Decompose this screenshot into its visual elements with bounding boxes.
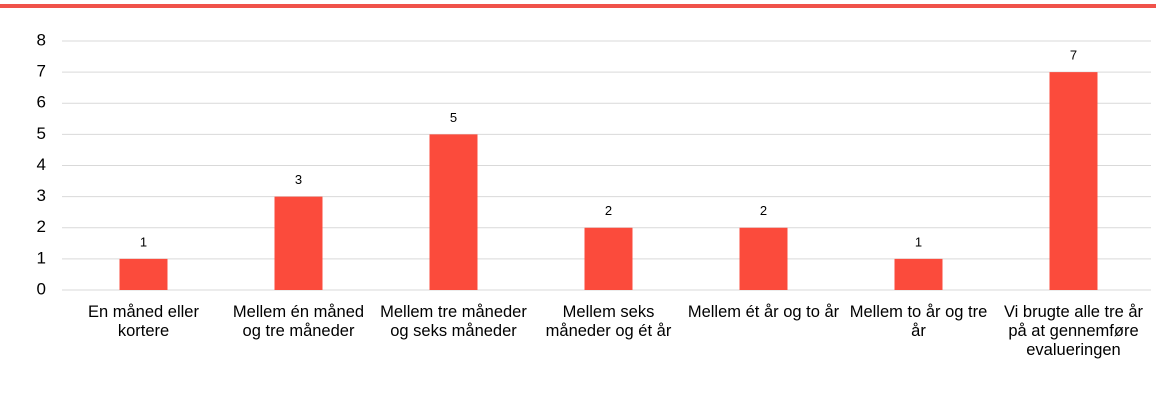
- bar: [274, 196, 323, 290]
- y-tick-label: 2: [37, 217, 46, 236]
- data-label: 1: [140, 234, 147, 249]
- top-rule: [0, 4, 1156, 8]
- x-tick-label: Vi brugte alle tre år på at gennemføre e…: [1003, 303, 1144, 359]
- data-label: 2: [760, 203, 767, 218]
- x-tick-label: Mellem tre måneder og seks måneder: [380, 303, 527, 340]
- bar: [119, 258, 168, 290]
- data-label: 3: [295, 172, 302, 187]
- y-tick-label: 7: [37, 62, 46, 81]
- x-tick-label: Mellem to år og tre år: [849, 303, 988, 340]
- data-label: 5: [450, 110, 457, 125]
- data-label: 2: [605, 203, 612, 218]
- bar: [894, 258, 943, 290]
- y-tick-label: 5: [37, 124, 46, 143]
- y-tick-label: 1: [37, 248, 46, 267]
- bar: [584, 227, 633, 290]
- x-tick-label: Mellem ét år og to år: [687, 303, 840, 321]
- bar: [739, 227, 788, 290]
- y-tick-label: 3: [37, 186, 46, 205]
- y-tick-label: 8: [37, 30, 46, 49]
- x-tick-label: Mellem én måned og tre måneder: [232, 303, 365, 340]
- data-label: 1: [915, 234, 922, 249]
- x-tick-label: En måned eller kortere: [88, 303, 199, 340]
- data-label: 7: [1070, 48, 1077, 63]
- y-tick-label: 4: [37, 155, 46, 174]
- bar: [429, 134, 478, 290]
- y-tick-label: 0: [37, 279, 46, 298]
- x-tick-label: Mellem seks måneder og ét år: [545, 303, 672, 340]
- bar: [1049, 72, 1098, 290]
- y-tick-label: 6: [37, 93, 46, 112]
